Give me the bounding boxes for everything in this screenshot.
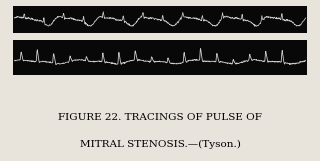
- Bar: [13, 40, 307, 75]
- Text: FIGURE 22. TRACINGS OF PULSE OF: FIGURE 22. TRACINGS OF PULSE OF: [58, 113, 262, 122]
- Bar: [13, 6, 307, 33]
- Text: MITRAL STENOSIS.—(Tyson.): MITRAL STENOSIS.—(Tyson.): [80, 140, 240, 149]
